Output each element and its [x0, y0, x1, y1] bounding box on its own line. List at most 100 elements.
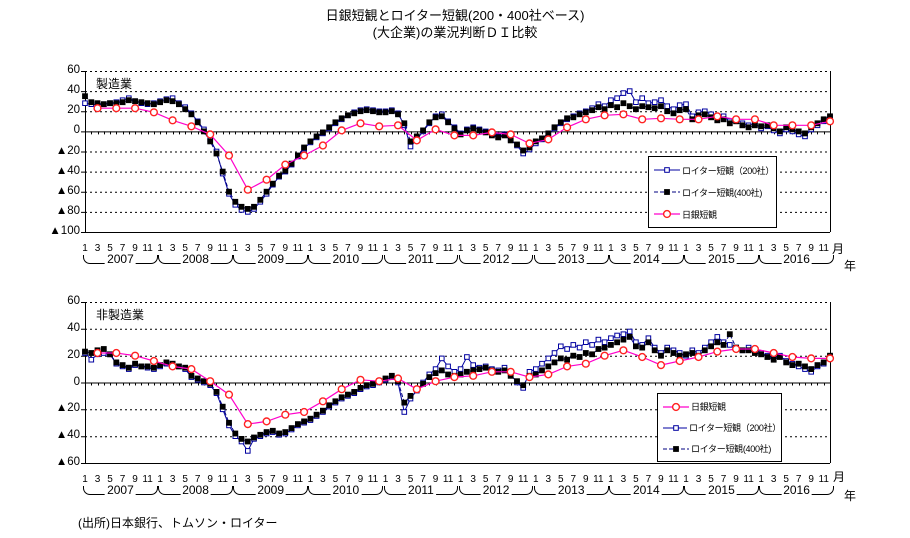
month-label: 5: [482, 474, 489, 485]
month-label: 3: [620, 243, 627, 254]
month-label: 7: [495, 474, 501, 485]
month-label: 3: [94, 243, 101, 254]
month-label: 3: [320, 474, 326, 485]
year-label: 2010: [330, 483, 362, 497]
year-label: 2014: [630, 483, 662, 497]
month-label: 9: [808, 474, 814, 485]
year-label: 2012: [480, 483, 512, 497]
month-label: 3: [395, 474, 401, 485]
month-label: 3: [244, 243, 251, 254]
year-label: 2007: [105, 483, 136, 497]
month-label: 1: [608, 474, 614, 485]
y-axis-label: 40: [67, 321, 80, 334]
month-label: 11: [668, 243, 679, 254]
month-label: 11: [818, 474, 829, 485]
r200-legend-marker-icon: [663, 424, 687, 431]
month-label: 5: [182, 474, 188, 485]
year-label: 2014: [630, 252, 662, 266]
legend-label: ロイター短観（200社）: [688, 423, 781, 433]
year-bracket: 2013: [533, 252, 609, 266]
month-label: 11: [743, 243, 754, 254]
legend-label: ロイター短観（200社）: [682, 165, 775, 176]
y-axis-label: ▲40: [55, 429, 80, 442]
month-label: 1: [382, 474, 389, 485]
month-label: 1: [232, 474, 239, 485]
year-label: 2015: [706, 483, 737, 497]
month-label: 11: [142, 243, 153, 254]
month-label: 9: [357, 474, 364, 485]
year-axis-unit: 年: [844, 489, 857, 503]
year-label: 2011: [406, 252, 436, 266]
month-label: 3: [470, 474, 476, 485]
month-label: 7: [194, 474, 201, 485]
year-bracket: 2015: [684, 252, 759, 266]
month-label: 3: [545, 474, 552, 485]
nonmanufacturing-label: 非製造業: [96, 308, 145, 322]
month-label: 5: [257, 474, 264, 485]
month-label: 3: [695, 243, 702, 254]
year-label: 2013: [555, 252, 587, 266]
month-label: 9: [432, 474, 439, 485]
year-label: 2010: [330, 252, 362, 266]
nonmanufacturing-legend: 日銀短観 ロイター短観（200社） ロイター短観(400社): [657, 393, 782, 462]
month-label: 7: [720, 243, 727, 254]
month-label: 1: [683, 243, 689, 254]
month-label: 1: [307, 243, 314, 254]
month-label: 7: [645, 474, 652, 485]
y-axis-label: 60: [67, 64, 80, 76]
month-label: 11: [743, 474, 754, 485]
year-label: 2008: [180, 252, 211, 266]
month-label: 3: [695, 474, 702, 485]
y-axis-label: 40: [67, 84, 80, 97]
month-label: 11: [593, 474, 604, 485]
year-bracket: 2010: [308, 483, 384, 497]
y-axis-label: 0: [73, 375, 80, 388]
manufacturing-legend: ロイター短観（200社） ロイター短観(400社) 日銀短観: [648, 156, 777, 228]
month-label: 5: [107, 243, 113, 254]
r400-legend-marker-icon: [663, 445, 689, 452]
year-bracket: 2015: [684, 483, 759, 497]
month-label: 9: [808, 243, 814, 254]
year-bracket: 2014: [608, 483, 684, 497]
month-label: 9: [583, 474, 589, 485]
month-label: 1: [683, 474, 689, 485]
month-label: 7: [270, 474, 276, 485]
year-label: 2013: [555, 483, 587, 497]
month-label: 5: [482, 243, 489, 254]
month-label: 9: [132, 474, 138, 485]
month-label: 11: [217, 474, 228, 485]
year-bracket: 2012: [458, 252, 534, 266]
month-label: 3: [244, 474, 251, 485]
month-label: 5: [708, 474, 714, 485]
month-label: 7: [795, 243, 802, 254]
month-label: 1: [457, 243, 464, 254]
month-label: 3: [395, 243, 401, 254]
legend-item: ロイター短観(400社): [663, 442, 781, 455]
year-bracket: 2010: [308, 252, 384, 266]
year-label: 2009: [255, 483, 287, 497]
month-label: 9: [583, 243, 589, 254]
month-label: 1: [758, 474, 764, 485]
year-bracket: 2012: [458, 483, 534, 497]
y-axis-label: ▲40: [55, 164, 80, 177]
month-label: 9: [207, 474, 213, 485]
year-bracket: 2016: [759, 483, 834, 497]
month-label: 1: [307, 474, 314, 485]
month-label: 3: [770, 474, 777, 485]
month-label: 1: [232, 243, 239, 254]
year-axis-unit: 年: [844, 259, 857, 273]
month-label: 3: [545, 243, 552, 254]
month-label: 11: [292, 243, 304, 254]
month-label: 3: [320, 243, 326, 254]
year-label: 2008: [180, 483, 211, 497]
title-line-1: 日銀短観とロイター短観(200・400社ベース): [325, 8, 585, 23]
year-bracket: 2007: [83, 483, 158, 497]
title-line-2: (大企業)の業況判断ＤＩ比較: [372, 25, 538, 40]
month-label: 3: [169, 474, 176, 485]
month-label: 1: [758, 243, 764, 254]
month-label: 3: [620, 474, 627, 485]
month-label: 11: [292, 474, 304, 485]
month-label: 9: [658, 243, 664, 254]
legend-label: 日銀短観: [682, 209, 717, 220]
